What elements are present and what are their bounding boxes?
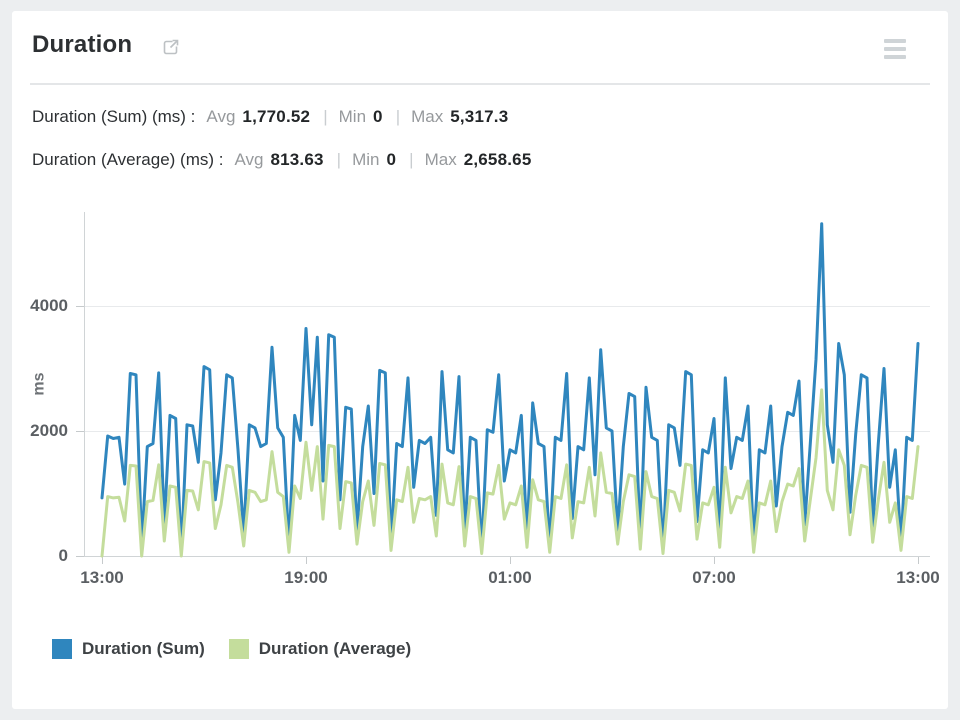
min-label: Min bbox=[352, 150, 380, 169]
min-value: 0 bbox=[373, 107, 383, 126]
avg-value: 813.63 bbox=[270, 150, 324, 169]
max-label: Max bbox=[424, 150, 457, 169]
external-link-icon[interactable] bbox=[160, 37, 181, 58]
chart-legend: Duration (Sum) Duration (Average) bbox=[52, 639, 435, 659]
menu-bar bbox=[884, 47, 906, 51]
legend-swatch-sum bbox=[52, 639, 72, 659]
stat-label: Duration (Average) (ms) : bbox=[32, 150, 224, 169]
min-value: 0 bbox=[386, 150, 397, 169]
y-axis-title: ms bbox=[30, 372, 48, 396]
stat-row-average: Duration (Average) (ms) : Avg 813.63 | Min 0 |… bbox=[32, 150, 531, 176]
y-tick-label: 4000 bbox=[30, 296, 68, 315]
duration-chart: ms 0 2000 4000 13:00 19:00 01:00 07:00 13:00 bbox=[12, 201, 948, 621]
legend-swatch-average bbox=[228, 639, 249, 659]
stats-summary: Duration (Sum) (ms) : Avg 1,770.52 | Min 0 | Ma… bbox=[32, 107, 531, 193]
avg-label: Avg bbox=[206, 107, 236, 126]
legend-item-average[interactable]: Duration (Average) bbox=[228, 639, 412, 659]
stat-label: Duration (Sum) (ms) : bbox=[32, 107, 196, 126]
menu-icon[interactable] bbox=[884, 39, 908, 63]
legend-label-sum: Duration (Sum) bbox=[82, 639, 205, 658]
x-tick-label: 19:00 bbox=[284, 568, 328, 587]
pipe-separator: | bbox=[336, 150, 342, 169]
pipe-separator: | bbox=[323, 107, 328, 126]
header-divider bbox=[30, 83, 930, 85]
min-label: Min bbox=[338, 107, 367, 126]
max-value: 5,317.3 bbox=[450, 107, 509, 126]
y-tick-label: 0 bbox=[58, 546, 68, 565]
plot-area[interactable] bbox=[74, 212, 930, 572]
widget-title: Duration bbox=[32, 31, 133, 58]
x-tick-label: 01:00 bbox=[488, 568, 532, 587]
y-tick-label: 2000 bbox=[30, 421, 68, 440]
x-tick-label: 07:00 bbox=[692, 568, 736, 587]
x-tick-label: 13:00 bbox=[896, 568, 940, 587]
stat-row-sum: Duration (Sum) (ms) : Avg 1,770.52 | Min 0 | Ma… bbox=[32, 107, 531, 133]
avg-value: 1,770.52 bbox=[242, 107, 311, 126]
menu-bar bbox=[884, 39, 906, 43]
max-value: 2,658.65 bbox=[463, 150, 532, 169]
duration-widget-card: Duration Duration (Sum) (ms) : Avg 1,770.5… bbox=[12, 11, 948, 709]
pipe-separator: | bbox=[409, 150, 414, 169]
menu-bar bbox=[884, 55, 906, 59]
x-tick-label: 13:00 bbox=[80, 568, 124, 587]
series-line-sum[interactable] bbox=[100, 222, 920, 554]
legend-item-sum[interactable]: Duration (Sum) bbox=[52, 639, 205, 659]
avg-label: Avg bbox=[234, 150, 264, 169]
max-label: Max bbox=[411, 107, 444, 126]
pipe-separator: | bbox=[395, 107, 401, 126]
series-line-average[interactable] bbox=[100, 388, 920, 558]
legend-label-average: Duration (Average) bbox=[258, 639, 412, 658]
